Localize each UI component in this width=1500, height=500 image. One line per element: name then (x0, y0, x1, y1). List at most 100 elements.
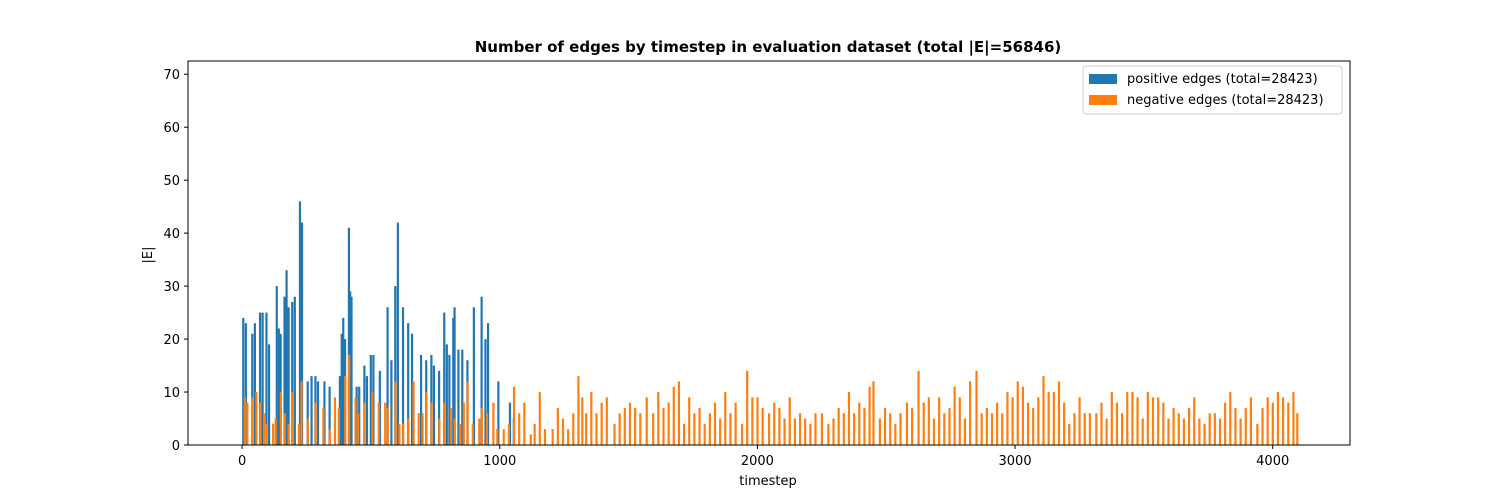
bar-negative-151 (1026, 402, 1030, 445)
bar-negative-24 (357, 413, 360, 445)
bar-positive-49 (438, 370, 441, 445)
bar-negative-71 (600, 402, 603, 445)
bar-negative-145 (996, 402, 999, 445)
bar-negative-10 (283, 413, 286, 445)
bar-negative-32 (402, 423, 405, 445)
bar-negative-165 (1100, 402, 1103, 445)
bar-negative-35 (417, 413, 420, 445)
bar-positive-58 (472, 307, 475, 445)
bar-negative-150 (1021, 386, 1024, 445)
bar-negative-17 (322, 407, 325, 445)
bar-negative-189 (1224, 402, 1227, 445)
legend-swatch-negative (1089, 95, 1117, 105)
bar-negative-37 (425, 392, 428, 445)
bar-negative-117 (847, 392, 851, 445)
bar-negative-126 (894, 423, 897, 445)
bar-negative-13 (297, 423, 300, 445)
bar-negative-77 (634, 407, 637, 445)
bar-negative-167 (1110, 392, 1113, 445)
bar-negative-201 (1287, 402, 1290, 445)
bar-negative-106 (788, 397, 791, 445)
bar-positive-51 (445, 344, 448, 445)
bar-negative-199 (1276, 392, 1280, 445)
bar-positive-8 (275, 286, 278, 445)
bar-negative-59 (538, 392, 541, 445)
bar-negative-115 (837, 407, 840, 445)
bar-positive-25 (340, 333, 343, 445)
y-tick-label-1: 10 (163, 386, 180, 401)
bar-negative-0 (243, 397, 246, 445)
bar-negative-113 (827, 423, 830, 445)
bar-negative-104 (778, 407, 781, 445)
bar-negative-125 (889, 413, 892, 445)
bar-negative-146 (1001, 413, 1004, 445)
bar-negative-73 (613, 423, 616, 445)
bar-negative-155 (1047, 392, 1050, 445)
bar-positive-4 (258, 312, 262, 445)
bar-negative-136 (948, 407, 951, 445)
bar-negative-60 (543, 429, 547, 445)
bar-negative-72 (605, 397, 608, 445)
bar-negative-178 (1167, 418, 1170, 445)
y-tick-label-7: 70 (163, 68, 180, 83)
bar-positive-62 (497, 381, 500, 445)
bar-negative-68 (585, 413, 588, 445)
bar-negative-78 (639, 413, 642, 445)
bar-negative-202 (1292, 392, 1295, 445)
bar-negative-14 (300, 381, 303, 445)
bar-negative-118 (853, 413, 856, 445)
bar-negative-96 (734, 402, 737, 445)
bar-negative-194 (1249, 397, 1253, 445)
bar-negative-133 (932, 418, 936, 445)
bar-negative-179 (1172, 407, 1175, 445)
bar-positive-38 (386, 307, 389, 445)
bar-negative-190 (1229, 392, 1232, 445)
bar-negative-9 (279, 392, 282, 445)
bar-negative-69 (590, 392, 593, 445)
bar-negative-94 (724, 392, 727, 445)
bar-negative-1 (246, 402, 249, 445)
bar-negative-27 (377, 402, 380, 445)
bar-negative-51 (496, 429, 499, 445)
bar-negative-11 (287, 423, 290, 445)
bar-positive-55 (457, 349, 460, 445)
bar-negative-58 (533, 423, 536, 445)
bar-negative-137 (953, 386, 956, 445)
bar-negative-82 (662, 407, 665, 445)
x-tick-label-4: 4000 (1256, 454, 1289, 469)
bar-negative-74 (618, 413, 621, 445)
bar-negative-103 (773, 402, 776, 445)
bar-negative-12 (291, 392, 294, 445)
bar-positive-60 (484, 339, 487, 445)
bar-negative-20 (337, 407, 340, 445)
bar-positive-0 (242, 317, 245, 445)
bar-negative-152 (1032, 407, 1035, 445)
bar-negative-157 (1057, 381, 1061, 445)
bar-positive-30 (350, 296, 353, 445)
bar-negative-90 (703, 423, 706, 445)
legend-label-positive: positive edges (total=28423) (1127, 72, 1318, 87)
legend-box (1082, 65, 1343, 115)
bar-negative-4 (259, 402, 262, 445)
bar-negative-124 (883, 407, 887, 445)
bar-negative-184 (1198, 418, 1201, 445)
bar-positive-23 (328, 386, 331, 445)
bar-positive-52 (448, 354, 451, 445)
bar-negative-112 (820, 413, 824, 445)
bar-negative-19 (333, 397, 337, 445)
bar-negative-193 (1244, 407, 1247, 445)
bar-negative-3 (255, 392, 258, 445)
bar-negative-88 (693, 413, 696, 445)
bar-negative-140 (968, 381, 972, 445)
bar-positive-39 (390, 360, 393, 445)
bar-negative-47 (478, 418, 481, 445)
bar-negative-160 (1073, 413, 1076, 445)
bar-positive-47 (430, 354, 433, 445)
bar-negative-183 (1193, 397, 1196, 445)
bar-negative-158 (1063, 402, 1066, 445)
bar-negative-97 (740, 423, 744, 445)
bar-negative-119 (858, 402, 861, 445)
y-tick-label-4: 40 (163, 227, 180, 242)
bar-negative-38 (430, 402, 433, 445)
bar-positive-16 (298, 201, 302, 445)
